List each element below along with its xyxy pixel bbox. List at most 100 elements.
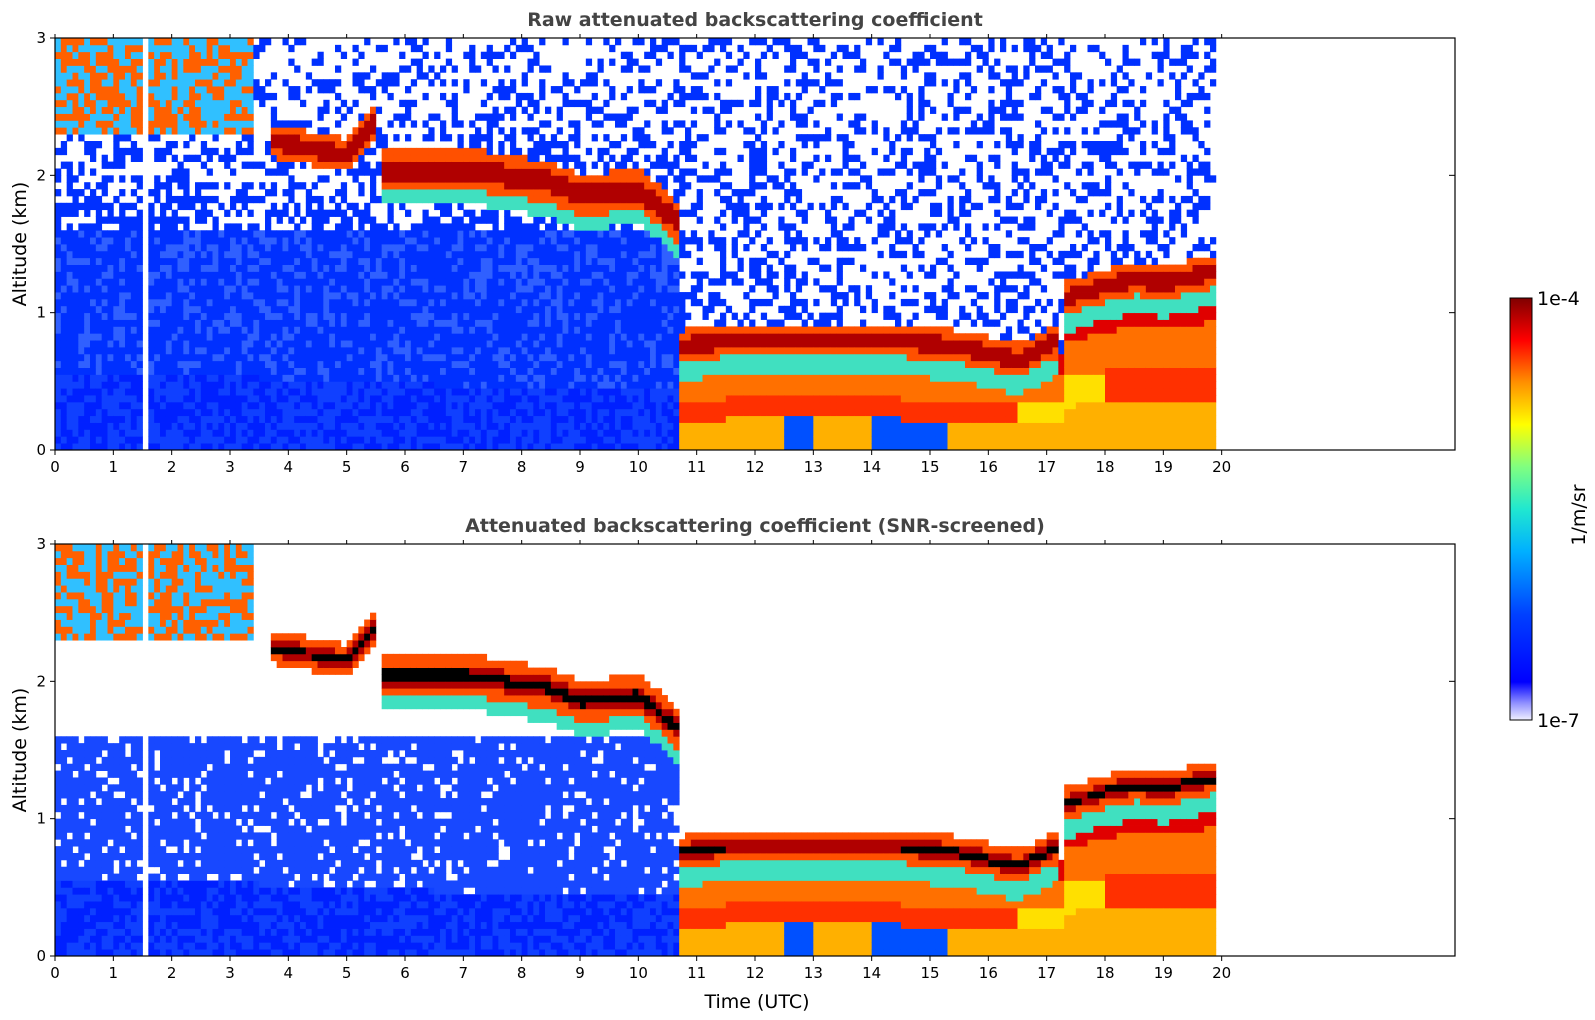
heatmap-cell [90,264,97,272]
heatmap-cell [527,161,534,169]
heatmap-cell [370,353,377,362]
heatmap-cell [305,257,313,265]
heatmap-cell [113,237,120,245]
heatmap-cell [492,86,499,94]
heatmap-cell [160,147,167,156]
heatmap-cell [206,429,213,437]
heatmap-cell [235,127,243,135]
heatmap-cell [66,127,73,135]
heatmap-cell [148,250,155,259]
heatmap-cell [119,216,126,224]
heatmap-cell [521,401,528,410]
heatmap-cell [370,120,377,128]
heatmap-cell [387,38,394,39]
heatmap-cell [270,422,278,430]
heatmap-cell [457,292,464,300]
heatmap-cell [422,381,429,389]
heatmap-cell [405,292,412,300]
heatmap-cell [475,147,482,156]
heatmap-cell [364,298,371,307]
heatmap-cell [340,340,348,348]
heatmap-cell [288,388,295,396]
heatmap-cell [90,99,97,108]
heatmap-cell [125,113,132,121]
heatmap-cell [381,257,388,265]
heatmap-cell [410,147,418,156]
heatmap-cell [265,264,272,272]
heatmap-cell [206,99,213,108]
heatmap-cell [364,395,371,403]
heatmap-cell [329,305,336,314]
heatmap-cell [492,292,499,300]
heatmap-cell [288,395,295,403]
heatmap-cell [72,388,79,396]
heatmap-cell [644,257,651,265]
heatmap-cell [632,422,639,430]
heatmap-cell [562,360,569,368]
heatmap-cell [300,319,307,327]
heatmap-cell [626,175,633,183]
heatmap-cell [60,86,68,94]
heatmap-cell [177,230,184,238]
heatmap-cell [638,86,645,94]
heatmap-cell [154,319,161,327]
heatmap-cell [84,422,91,430]
heatmap-cell [650,340,657,348]
heatmap-cell [323,429,330,437]
heatmap-cell [492,312,499,320]
heatmap-cell [294,237,301,245]
heatmap-cell [375,141,383,149]
heatmap-cell [405,333,412,341]
heatmap-cell [556,374,563,382]
heatmap-cell [387,292,394,300]
heatmap-cell [457,408,464,417]
heatmap-cell [486,113,493,121]
heatmap-cell [620,264,628,272]
heatmap-cell [346,237,353,245]
heatmap-cell [539,422,546,430]
heatmap-cell [84,292,91,300]
heatmap-cell [644,381,651,389]
heatmap-cell [340,113,348,121]
heatmap-cell [55,92,62,101]
heatmap-cell [212,230,219,238]
heatmap-cell [370,278,377,286]
heatmap-cell [364,38,371,46]
heatmap-cell [422,134,429,142]
heatmap-cell [329,154,336,162]
heatmap-cell [539,436,546,444]
heatmap-cell [55,257,62,265]
heatmap-cell [410,319,418,327]
heatmap-cell [160,285,167,293]
heatmap-cell [189,79,196,87]
heatmap-cell [78,189,85,197]
heatmap-cell [638,326,645,334]
heatmap-cell [130,333,138,341]
heatmap-cell [84,250,91,259]
heatmap-cell [276,360,283,368]
heatmap-cell [247,99,254,108]
heatmap-cell [591,298,598,307]
heatmap-cell [218,120,225,128]
heatmap-cell [55,44,62,53]
heatmap-cell [585,326,593,334]
heatmap-cell [457,250,464,259]
heatmap-cell [539,381,546,389]
heatmap-cell [148,388,155,396]
heatmap-cell [405,408,412,417]
heatmap-cell [247,237,254,245]
heatmap-cell [405,86,412,94]
heatmap-cell [591,209,598,217]
heatmap-cell [241,415,248,423]
heatmap-cell [270,360,278,368]
heatmap-cell [230,415,237,423]
heatmap-cell [265,141,272,149]
heatmap-cell [84,237,91,245]
heatmap-cell [370,340,377,348]
heatmap-cell [177,72,184,80]
heatmap-cell [154,381,161,389]
heatmap-cell [90,443,97,450]
heatmap-cell [346,285,353,293]
heatmap-cell [440,250,447,259]
heatmap-cell [224,367,231,375]
